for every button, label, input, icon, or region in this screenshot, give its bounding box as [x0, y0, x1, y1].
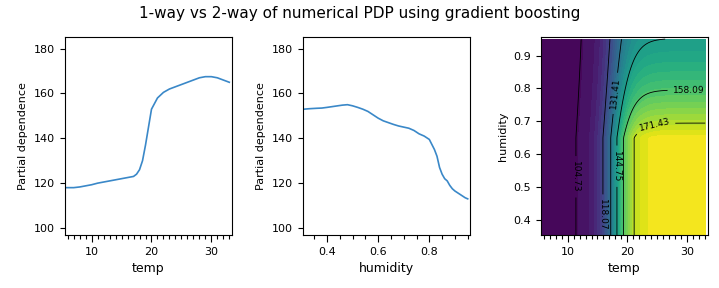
- Text: 144.75: 144.75: [613, 151, 621, 182]
- Text: 1-way vs 2-way of numerical PDP using gradient boosting: 1-way vs 2-way of numerical PDP using gr…: [139, 6, 580, 21]
- Y-axis label: Partial dependence: Partial dependence: [256, 82, 266, 190]
- X-axis label: temp: temp: [132, 262, 165, 275]
- Text: 171.43: 171.43: [638, 116, 671, 132]
- Y-axis label: Partial dependence: Partial dependence: [18, 82, 28, 190]
- Text: 131.41: 131.41: [609, 77, 621, 109]
- Text: 104.73: 104.73: [572, 161, 580, 193]
- X-axis label: temp: temp: [608, 262, 641, 275]
- Y-axis label: humidity: humidity: [498, 111, 508, 161]
- X-axis label: humidity: humidity: [359, 262, 414, 275]
- Text: 118.07: 118.07: [598, 199, 608, 231]
- Text: 158.09: 158.09: [672, 86, 704, 95]
